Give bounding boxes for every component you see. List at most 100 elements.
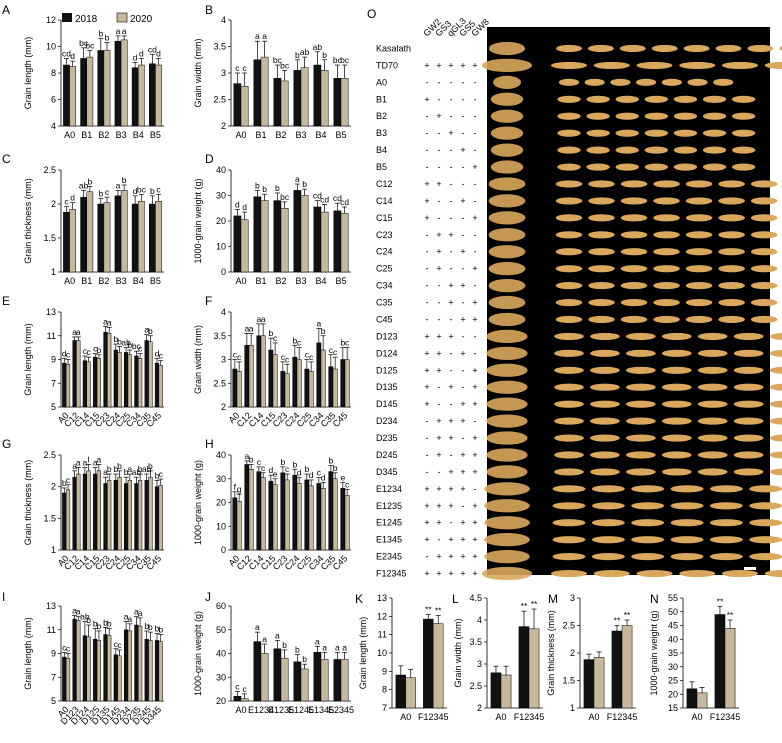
strain-label-d135: D135	[376, 382, 398, 392]
bar-c34-2018	[134, 483, 139, 551]
bar-f12345-2018	[518, 626, 530, 709]
bar-b3-2018	[114, 40, 122, 127]
bar-b3-2020	[300, 195, 309, 273]
grain	[551, 569, 587, 578]
genotype-mark: +	[424, 196, 429, 206]
genotype-mark: +	[424, 382, 429, 392]
x-tick-label: A0	[235, 130, 246, 140]
significance-letter: c	[159, 351, 164, 361]
bar-d345-2020	[158, 641, 163, 702]
significance-letter: b	[127, 340, 132, 350]
significance-letter: a	[103, 316, 108, 326]
grain	[697, 332, 728, 340]
bar-c23-2020	[284, 373, 290, 408]
significance-letter: c	[261, 463, 266, 473]
significance-letter: b	[155, 623, 160, 633]
grain	[631, 519, 665, 527]
y-tick-label: 30	[216, 474, 226, 484]
genotype-mark: +	[460, 484, 465, 494]
significance-letter: bc	[137, 184, 147, 194]
genotype-mark: +	[424, 331, 429, 341]
grain	[619, 44, 646, 53]
bar-f12345-2020	[724, 628, 736, 709]
grain	[733, 417, 764, 425]
genotype-mark: -	[438, 77, 441, 87]
grain	[670, 485, 704, 493]
significance-letter: c	[66, 350, 71, 360]
significance-letter: a	[97, 455, 102, 465]
genotype-mark: -	[450, 314, 453, 324]
significance-letter: a	[124, 611, 129, 621]
bar-a0-2020	[240, 698, 249, 702]
genotype-mark: -	[426, 128, 429, 138]
grain	[626, 349, 656, 357]
bar-d234-2020	[127, 630, 132, 702]
significance-letter: a	[103, 467, 108, 477]
x-tick-label: C45	[331, 410, 350, 429]
bar-d135-2018	[103, 634, 108, 702]
grain	[586, 129, 610, 137]
bar-c35-2020	[148, 476, 153, 551]
grain-cluster	[486, 380, 528, 394]
significance-letter: d	[133, 52, 138, 62]
grain	[588, 298, 615, 307]
significance-letter: b	[117, 461, 122, 471]
genotype-mark: +	[436, 230, 441, 240]
genotype-mark: +	[436, 433, 441, 443]
bar-b4-2018	[131, 67, 139, 127]
y-tick-label: 8	[51, 68, 56, 78]
y-tick-label: 40	[668, 634, 678, 644]
grain	[615, 163, 639, 171]
grain	[551, 61, 587, 69]
genotype-mark: -	[462, 94, 465, 104]
genotype-mark: -	[438, 298, 441, 308]
y-tick-label: 30	[668, 662, 678, 672]
bar-a0-2018	[395, 674, 407, 709]
y-tick-label: 1.5	[562, 676, 575, 686]
bar-b5-2020	[340, 213, 349, 273]
y-tick-label: 9	[51, 355, 56, 365]
significance-letter: a	[335, 642, 340, 652]
y-tick-label: 50	[668, 607, 678, 617]
x-tick-label: B2	[275, 130, 286, 140]
panel-label: G	[2, 437, 11, 451]
grain-cluster	[486, 329, 528, 344]
bar-c24-2018	[292, 474, 298, 551]
grain	[615, 146, 639, 154]
bar-d235-2018	[134, 624, 139, 702]
significance-letter: b	[262, 184, 267, 194]
genotype-mark: +	[472, 314, 477, 324]
genotype-mark: -	[426, 450, 429, 460]
genotype-mark: +	[460, 569, 465, 579]
y-tick-label: 30	[216, 191, 226, 201]
significance-letter: c	[345, 479, 350, 489]
genotype-mark: +	[436, 348, 441, 358]
bar-b3-2020	[120, 190, 128, 273]
significance-letter: cd	[313, 191, 322, 201]
genotype-mark: +	[436, 264, 441, 274]
y-tick-label: 4	[477, 615, 482, 625]
grain	[683, 44, 710, 53]
grain	[554, 349, 584, 357]
significance-letter: b	[292, 335, 297, 345]
genotype-mark: -	[450, 77, 453, 87]
y-tick-label: 2	[570, 648, 575, 658]
strain-label-c14: C14	[376, 196, 393, 206]
grain	[591, 519, 625, 527]
significance-letter: b	[62, 478, 67, 488]
x-tick-label: E2345	[328, 705, 354, 715]
genotype-mark: +	[460, 467, 465, 477]
grain	[653, 197, 680, 205]
significance-letter: a	[255, 31, 260, 41]
grain	[750, 298, 778, 307]
strain-label-d234: D234	[376, 416, 398, 426]
significance-letter: l	[88, 455, 90, 465]
genotype-mark: +	[448, 467, 453, 477]
grain	[626, 468, 656, 476]
x-tick-label: B5	[335, 276, 346, 286]
genotype-mark: -	[462, 298, 465, 308]
y-tick-label: 35	[668, 648, 678, 658]
grain-cluster	[486, 465, 528, 479]
grain	[733, 349, 764, 357]
grain	[554, 400, 584, 408]
